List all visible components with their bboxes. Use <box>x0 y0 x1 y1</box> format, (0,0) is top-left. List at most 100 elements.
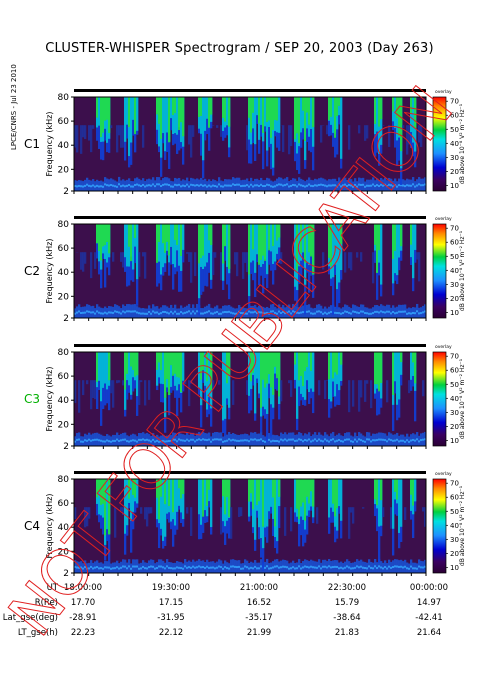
spectrogram-panel-c3: 2 20 40 60 80 Frequency (kHz) C3 overlay 10 20 30 4… <box>24 344 466 452</box>
y-tick-label: 40 <box>58 396 70 406</box>
ephemeris-value: 21:00:00 <box>239 583 279 593</box>
y-tick-label: 20 <box>58 420 70 430</box>
y-tick-label: 20 <box>58 292 70 302</box>
colorbar-tick-label: 50 <box>450 508 459 516</box>
colorbar-tick-label: 30 <box>450 281 459 289</box>
y-tick-label: 40 <box>58 141 70 151</box>
colorbar-tick-label: 60 <box>450 239 459 247</box>
colorbar-header: overlay <box>435 216 452 222</box>
ephemeris-value: 21.64 <box>416 628 442 638</box>
ephemeris-row-label: Lat_gse(deg) <box>2 613 58 623</box>
colorbar-tick-label: 20 <box>450 550 459 558</box>
y-tick-label: 80 <box>58 475 70 485</box>
spectrogram-image <box>74 97 427 191</box>
ephemeris-value: -31.95 <box>157 613 185 623</box>
y-axis-label: Frequency (kHz) <box>45 239 54 304</box>
colorbar-tick-label: 70 <box>450 353 459 361</box>
panel-header-bar <box>74 344 426 347</box>
ephemeris-row-label: LT_gse(h) <box>17 628 58 638</box>
spectrogram-image <box>74 352 427 446</box>
colorbar-tick-label: 10 <box>450 182 459 190</box>
ephemeris-value: 15.79 <box>334 598 360 608</box>
colorbar-label: dB above 10⁻⁸ V² m⁻² Hz⁻¹ <box>459 230 466 311</box>
spectrogram-image <box>74 479 427 573</box>
colorbar-label: dB above 10⁻⁸ V² m⁻² Hz⁻¹ <box>459 358 466 439</box>
ephemeris-value: 22:30:00 <box>327 583 367 593</box>
ephemeris-value: 17.15 <box>158 598 184 608</box>
colorbar-tick-label: 30 <box>450 409 459 417</box>
y-tick-label: 60 <box>58 244 70 254</box>
colorbar-tick-label: 40 <box>450 522 459 530</box>
panel-header-bar <box>74 471 426 474</box>
ephemeris-value: 22.12 <box>158 628 184 638</box>
ephemeris-value: 17.70 <box>70 598 96 608</box>
ephemeris-row: LT_gse(h) 22.23 22.12 21.99 21.83 21.64 <box>0 628 479 642</box>
colorbar <box>432 96 447 192</box>
y-tick-label: 20 <box>58 165 70 175</box>
y-tick-label: 60 <box>58 372 70 382</box>
colorbar-tick-label: 40 <box>450 267 459 275</box>
y-tick-label: 80 <box>58 220 70 230</box>
y-tick-label: 60 <box>58 499 70 509</box>
ephemeris-value: -35.17 <box>245 613 273 623</box>
spectrogram-panel-c1: 2 20 40 60 80 Frequency (kHz) C1 overlay 10 20 30 4… <box>24 89 466 197</box>
ephemeris-value: 21.83 <box>334 628 360 638</box>
ephemeris-value: 16.52 <box>246 598 272 608</box>
ephemeris-table: UT 18:00:00 19:30:00 21:00:00 22:30:00 00:00:… <box>0 583 479 673</box>
y-tick-label: 60 <box>58 117 70 127</box>
ephemeris-value: 18:00:00 <box>63 583 103 593</box>
spacecraft-label-c2: C2 <box>24 264 40 278</box>
ephemeris-value: 22.23 <box>70 628 96 638</box>
y-tick-label: 40 <box>58 523 70 533</box>
ephemeris-value: -28.91 <box>69 613 97 623</box>
ephemeris-value: 14.97 <box>416 598 442 608</box>
y-tick-label: 80 <box>58 348 70 358</box>
colorbar <box>432 223 447 319</box>
colorbar-tick-label: 10 <box>450 309 459 317</box>
colorbar-tick-label: 10 <box>450 437 459 445</box>
colorbar-label: dB above 10⁻⁸ V² m⁻² Hz⁻¹ <box>459 485 466 566</box>
ephemeris-row-label: UT <box>46 583 58 593</box>
colorbar-header: overlay <box>435 344 452 350</box>
colorbar-tick-label: 30 <box>450 536 459 544</box>
colorbar-tick-label: 50 <box>450 381 459 389</box>
panel-header-bar <box>74 89 426 92</box>
colorbar-tick-label: 40 <box>450 140 459 148</box>
colorbar-tick-label: 10 <box>450 564 459 572</box>
colorbar-tick-label: 50 <box>450 126 459 134</box>
ephemeris-value: 19:30:00 <box>151 583 191 593</box>
colorbar-header: overlay <box>435 89 452 95</box>
page-title: CLUSTER-WHISPER Spectrogram / SEP 20, 20… <box>45 41 434 56</box>
spacecraft-label-c1: C1 <box>24 137 40 151</box>
colorbar-tick-label: 60 <box>450 367 459 375</box>
spectrogram-panel-c4: 2 20 40 60 80 Frequency (kHz) C4 overlay 10 20 30 4… <box>24 471 466 579</box>
spectrogram-image <box>74 224 427 318</box>
spacecraft-label-c3: C3 <box>24 392 40 406</box>
y-axis-label: Frequency (kHz) <box>45 367 54 432</box>
colorbar <box>432 351 447 447</box>
spectrogram-panel-c2: 2 20 40 60 80 Frequency (kHz) C2 overlay 10 20 30 4… <box>24 216 466 324</box>
colorbar-tick-label: 60 <box>450 494 459 502</box>
y-tick-label: 20 <box>58 547 70 557</box>
ephemeris-value: -42.41 <box>415 613 443 623</box>
y-tick-label: 2 <box>63 442 69 452</box>
y-tick-label: 80 <box>58 93 70 103</box>
y-tick-label: 40 <box>58 268 70 278</box>
ephemeris-value: 21.99 <box>246 628 272 638</box>
panel-header-bar <box>74 216 426 219</box>
ephemeris-row-label: R(Re) <box>34 598 58 608</box>
colorbar-label: dB above 10⁻⁸ V² m⁻² Hz⁻¹ <box>459 103 466 184</box>
colorbar-tick-label: 20 <box>450 295 459 303</box>
colorbar-header: overlay <box>435 471 452 477</box>
ephemeris-value: 00:00:00 <box>409 583 449 593</box>
colorbar-tick-label: 30 <box>450 154 459 162</box>
ephemeris-row: R(Re) 17.70 17.15 16.52 15.79 14.97 <box>0 598 479 612</box>
y-tick-label: 2 <box>63 569 69 579</box>
colorbar-tick-label: 20 <box>450 168 459 176</box>
spacecraft-label-c4: C4 <box>24 519 40 533</box>
colorbar-tick-label: 60 <box>450 112 459 120</box>
y-axis-label: Frequency (kHz) <box>45 112 54 177</box>
colorbar-tick-label: 70 <box>450 480 459 488</box>
y-axis-label: Frequency (kHz) <box>45 494 54 559</box>
